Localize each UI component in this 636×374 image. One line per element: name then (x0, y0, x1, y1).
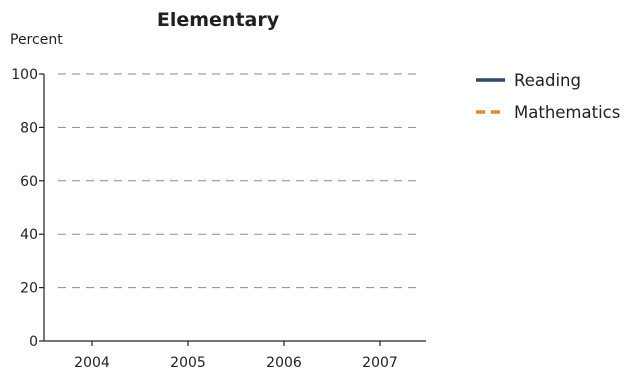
axes (39, 73, 426, 346)
chart-title: Elementary (157, 9, 280, 31)
y-tick-labels: 0 20 40 60 80 100 (11, 67, 38, 350)
legend-item-reading: Reading (476, 71, 581, 90)
x-tick-label-2005: 2005 (170, 355, 206, 371)
gridlines (58, 73, 420, 289)
legend-label-mathematics: Mathematics (514, 103, 620, 122)
legend-label-reading: Reading (514, 71, 581, 90)
x-tick-label-2004: 2004 (74, 355, 110, 371)
x-tick-label-2007: 2007 (362, 355, 398, 371)
y-tick-label-20: 20 (20, 281, 38, 297)
y-tick-label-80: 80 (20, 120, 38, 136)
legend: Reading Mathematics (476, 71, 620, 122)
x-tick-label-2006: 2006 (266, 355, 302, 371)
x-tick-labels: 2004 2005 2006 2007 (74, 355, 398, 371)
y-tick-label-40: 40 (20, 227, 38, 243)
y-axis-label: Percent (10, 32, 63, 48)
y-tick-label-60: 60 (20, 174, 38, 190)
y-tick-label-100: 100 (11, 67, 38, 83)
y-tick-label-0: 0 (29, 334, 38, 350)
legend-item-mathematics: Mathematics (476, 103, 620, 122)
